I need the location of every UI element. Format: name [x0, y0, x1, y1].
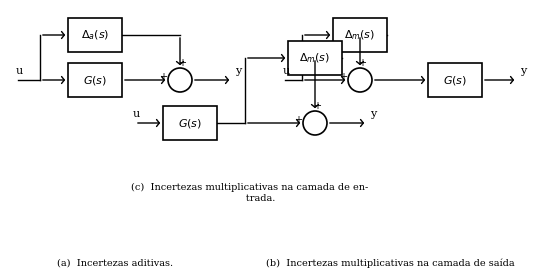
Bar	[428, 63, 482, 97]
Text: +: +	[358, 58, 366, 68]
Text: $G(s)$: $G(s)$	[178, 116, 202, 130]
Text: $G(s)$: $G(s)$	[83, 73, 107, 86]
Circle shape	[168, 68, 192, 92]
Bar	[68, 18, 122, 52]
Bar	[288, 41, 342, 75]
Bar	[333, 18, 387, 52]
Text: +: +	[294, 115, 302, 125]
Text: +: +	[339, 72, 347, 82]
Text: $\Delta_a(s)$: $\Delta_a(s)$	[81, 28, 109, 42]
Text: +: +	[313, 101, 321, 111]
Bar	[68, 63, 122, 97]
Text: (b)  Incertezas multiplicativas na camada de saída: (b) Incertezas multiplicativas na camada…	[266, 259, 514, 268]
Circle shape	[348, 68, 372, 92]
Circle shape	[303, 111, 327, 135]
Text: $\Delta_m(s)$: $\Delta_m(s)$	[344, 28, 375, 42]
Text: y: y	[520, 66, 526, 76]
Text: u: u	[283, 66, 290, 76]
Text: $\Delta_m(s)$: $\Delta_m(s)$	[299, 51, 331, 65]
Text: (c)  Incertezas multiplicativas na camada de en-
       trada.: (c) Incertezas multiplicativas na camada…	[131, 183, 369, 203]
Text: $G(s)$: $G(s)$	[443, 73, 467, 86]
Text: +: +	[178, 58, 186, 68]
Text: +: +	[159, 72, 167, 82]
Text: (a)  Incertezas aditivas.: (a) Incertezas aditivas.	[57, 259, 173, 268]
Text: u: u	[16, 66, 23, 76]
Text: y: y	[235, 66, 241, 76]
Text: y: y	[370, 109, 376, 119]
Bar	[163, 106, 217, 140]
Text: u: u	[133, 109, 140, 119]
